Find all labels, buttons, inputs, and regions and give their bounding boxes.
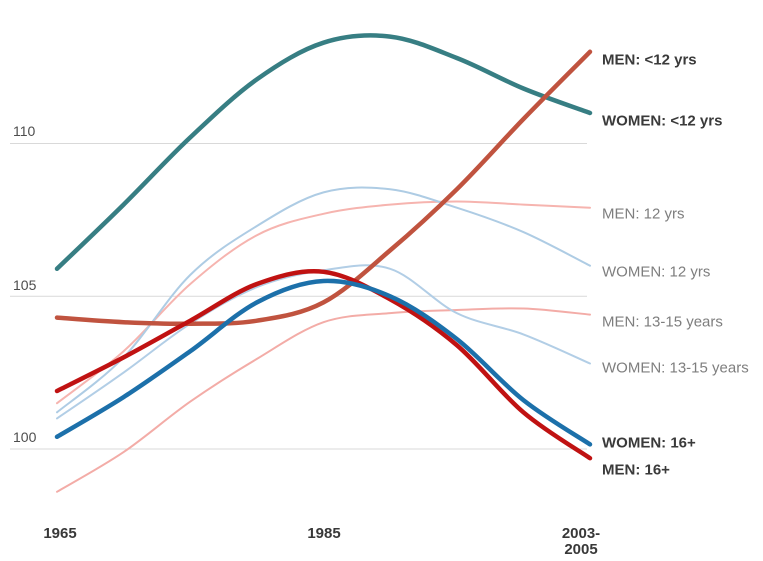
series-label-women-12-yrs: WOMEN: 12 yrs [602, 263, 711, 281]
series-label-women-13-15-years: WOMEN: 13-15 years [602, 359, 749, 377]
series-label-women-16plus: WOMEN: 16+ [602, 434, 696, 452]
series-label-men-16plus: MEN: 16+ [602, 461, 670, 479]
y-tick-110: 110 [13, 123, 36, 139]
line-men-12-yrs [56, 200, 591, 405]
x-tick-2003-2005: 2003- 2005 [562, 526, 600, 558]
x-tick-2003-2005-line2: 2005 [564, 541, 598, 558]
series-label-men-13-15-years: MEN: 13-15 years [602, 313, 723, 331]
series-label-women-lt12-yrs: WOMEN: <12 yrs [602, 112, 723, 130]
x-tick-2003-2005-line1: 2003- [561, 525, 601, 542]
line-men-12-yrs [54, 49, 593, 327]
line-women-12-yrs [54, 33, 593, 272]
series-label-men-12-yrs: MEN: 12 yrs [602, 205, 685, 223]
line-women-16 [54, 278, 593, 447]
y-tick-100: 100 [13, 429, 37, 445]
line-men-16 [54, 269, 593, 461]
x-tick-1965: 1965 [43, 525, 77, 542]
x-tick-1985: 1985 [307, 525, 341, 542]
line-men-13-15-years [56, 307, 591, 493]
series-label-men-lt12-yrs: MEN: <12 yrs [602, 51, 697, 69]
line-women-12-yrs [56, 186, 591, 414]
y-tick-105: 105 [13, 277, 37, 293]
